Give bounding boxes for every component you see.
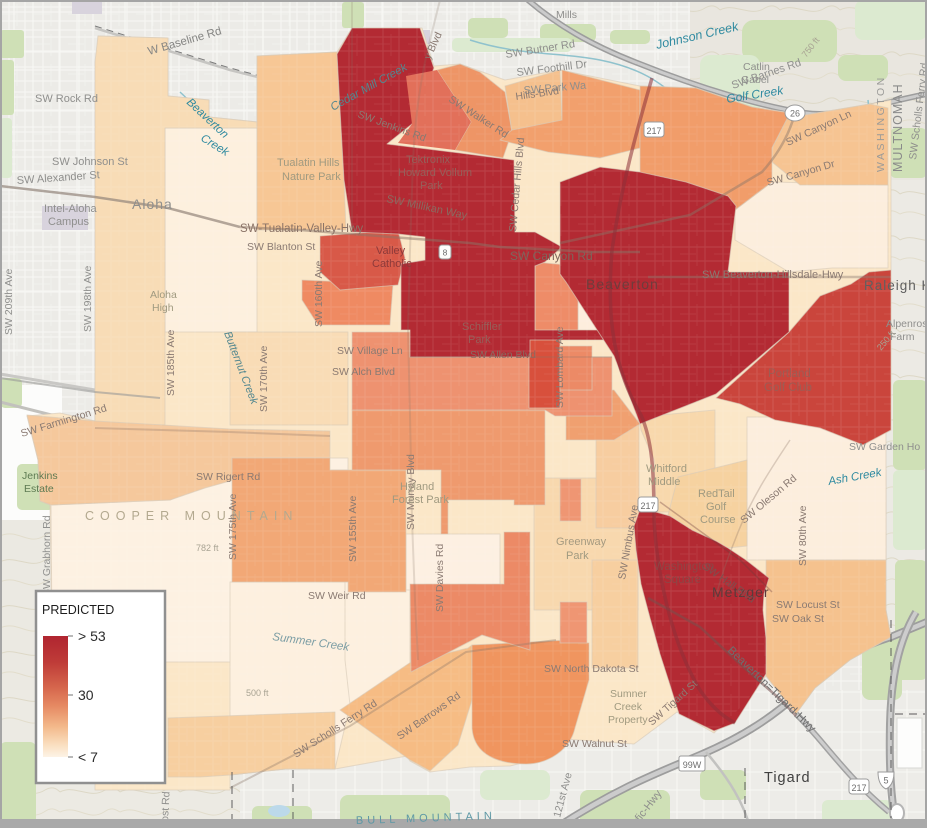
svg-text:SW Locust St: SW Locust St (776, 599, 840, 611)
svg-text:Middle: Middle (648, 476, 680, 488)
svg-text:RedTail: RedTail (698, 488, 735, 500)
svg-text:BULL MOUNTAIN: BULL MOUNTAIN (356, 810, 496, 827)
svg-text:SW Walnut St: SW Walnut St (562, 738, 627, 750)
svg-text:SW Park Wa: SW Park Wa (523, 80, 587, 97)
svg-text:Nature Park: Nature Park (282, 171, 341, 183)
svg-text:30: 30 (78, 687, 94, 703)
svg-text:SW Alexander St: SW Alexander St (16, 169, 100, 187)
svg-text:SW Garden Ho: SW Garden Ho (849, 441, 920, 453)
svg-text:Catlin: Catlin (743, 61, 770, 73)
svg-text:Tualatin Hills: Tualatin Hills (277, 157, 340, 169)
svg-text:Whitford: Whitford (646, 463, 687, 475)
svg-text:< 7: < 7 (78, 749, 98, 765)
svg-text:SW Johnson St: SW Johnson St (52, 156, 128, 168)
svg-text:8: 8 (443, 248, 448, 258)
svg-text:SW Beaverton-Hillsdale-Hwy: SW Beaverton-Hillsdale-Hwy (702, 269, 844, 281)
svg-text:SW 80th Ave: SW 80th Ave (797, 505, 809, 566)
svg-text:MULTNOMAH: MULTNOMAH (891, 83, 905, 172)
svg-text:Catholic: Catholic (372, 258, 412, 270)
svg-text:SW Allen Blvd: SW Allen Blvd (470, 349, 536, 361)
svg-text:Golf Club: Golf Club (764, 382, 812, 394)
svg-text:Square: Square (664, 574, 701, 586)
svg-text:> 53: > 53 (78, 628, 106, 644)
svg-text:782 ft: 782 ft (196, 543, 219, 553)
svg-text:SW Blanton St: SW Blanton St (247, 241, 315, 253)
svg-text:Valley: Valley (376, 245, 406, 257)
svg-text:5: 5 (883, 776, 888, 786)
svg-text:ost Rd: ost Rd (159, 791, 173, 822)
svg-text:217: 217 (646, 126, 661, 136)
svg-text:Portland: Portland (768, 368, 811, 380)
svg-text:COOPER MOUNTAIN: COOPER MOUNTAIN (85, 509, 298, 523)
svg-text:SW Canyon Rd: SW Canyon Rd (510, 249, 593, 263)
svg-text:SW-Tualatin-Valley-Hwy: SW-Tualatin-Valley-Hwy (240, 223, 363, 235)
svg-text:Park: Park (420, 180, 443, 192)
svg-text:SW Grabhorn Rd: SW Grabhorn Rd (41, 515, 53, 596)
svg-text:217: 217 (640, 501, 655, 511)
svg-text:SW 170th Ave: SW 170th Ave (258, 345, 270, 412)
svg-text:SW 160th Ave: SW 160th Ave (313, 260, 325, 327)
svg-text:Tigard: Tigard (764, 770, 811, 786)
svg-text:Golf: Golf (706, 501, 727, 513)
svg-text:Campus: Campus (48, 216, 89, 228)
svg-text:Alpenros: Alpenros (886, 318, 927, 330)
svg-text:SW Village Ln: SW Village Ln (337, 345, 403, 357)
svg-text:Raleigh H: Raleigh H (864, 278, 927, 293)
svg-text:Gabel: Gabel (741, 74, 769, 86)
svg-text:Metzger: Metzger (712, 584, 770, 600)
svg-text:Beaverton: Beaverton (586, 276, 659, 292)
svg-text:Course: Course (700, 514, 735, 526)
svg-text:Estate: Estate (24, 483, 54, 495)
svg-text:SW Oak St: SW Oak St (772, 613, 824, 625)
svg-text:Hyland: Hyland (400, 481, 434, 493)
svg-text:Washington: Washington (654, 561, 714, 573)
svg-text:SW 185th Ave: SW 185th Ave (165, 329, 177, 396)
svg-text:Park: Park (468, 334, 491, 346)
svg-text:Sumner: Sumner (610, 688, 647, 700)
svg-text:PREDICTED: PREDICTED (42, 603, 114, 617)
svg-text:SW 155th Ave: SW 155th Ave (347, 495, 359, 562)
svg-text:SW Rigert Rd: SW Rigert Rd (196, 471, 260, 483)
svg-text:Schiffler: Schiffler (462, 321, 502, 333)
svg-text:SW 198th Ave: SW 198th Ave (82, 265, 94, 332)
svg-text:26: 26 (790, 109, 800, 119)
svg-text:SW Alch Blvd: SW Alch Blvd (332, 366, 395, 378)
svg-text:Aloha: Aloha (150, 289, 177, 301)
svg-text:Greenway: Greenway (556, 536, 607, 548)
svg-text:SW North Dakota St: SW North Dakota St (544, 663, 639, 675)
svg-text:Tektronix: Tektronix (406, 154, 451, 166)
svg-text:Howard Vollum: Howard Vollum (398, 167, 472, 179)
svg-text:Forest Park: Forest Park (392, 494, 449, 506)
svg-text:Jenkins: Jenkins (22, 470, 58, 482)
svg-text:99W: 99W (683, 760, 702, 770)
svg-text:SW Davies Rd: SW Davies Rd (434, 544, 446, 612)
svg-text:217: 217 (851, 783, 866, 793)
svg-text:Park: Park (566, 550, 589, 562)
svg-text:SW Rock Rd: SW Rock Rd (35, 93, 98, 105)
svg-text:SW Murray Blvd: SW Murray Blvd (405, 454, 417, 530)
svg-text:Intel-Aloha: Intel-Aloha (44, 203, 97, 215)
svg-text:500 ft: 500 ft (246, 688, 269, 698)
svg-text:Aloha: Aloha (132, 196, 173, 212)
svg-text:Creek: Creek (614, 701, 643, 713)
svg-text:Property: Property (608, 714, 648, 726)
svg-text:High: High (152, 302, 174, 314)
svg-text:SW 209th Ave: SW 209th Ave (3, 268, 15, 335)
svg-text:SW Lombard Ave: SW Lombard Ave (554, 326, 566, 408)
svg-text:WASHINGTON: WASHINGTON (875, 75, 887, 172)
svg-text:Farm: Farm (890, 331, 915, 343)
svg-text:SW 175th Ave: SW 175th Ave (227, 493, 239, 560)
svg-text:SW Weir Rd: SW Weir Rd (308, 590, 366, 602)
svg-text:Mills: Mills (556, 9, 577, 21)
